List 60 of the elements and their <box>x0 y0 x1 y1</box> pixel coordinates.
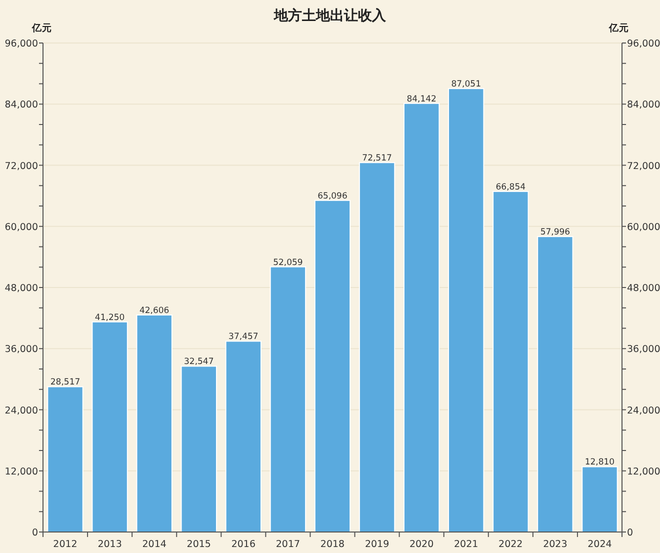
x-tick-label: 2015 <box>186 539 211 550</box>
bar <box>270 266 306 532</box>
y2-axis-title: 亿元 <box>608 22 629 34</box>
data-label: 72,517 <box>362 154 392 164</box>
bar <box>448 88 484 532</box>
bar <box>92 321 128 532</box>
x-tick-label: 2018 <box>320 539 345 550</box>
y-tick-label: 48,000 <box>4 283 38 294</box>
bar <box>582 466 618 532</box>
x-tick-label: 2024 <box>588 539 612 550</box>
x-tick-label: 2014 <box>142 539 166 550</box>
x-tick-label: 2017 <box>276 539 300 550</box>
data-label: 57,996 <box>540 228 570 238</box>
y-tick-label: 12,000 <box>4 466 38 478</box>
chart-title: 地方土地出让收入 <box>273 7 387 24</box>
bar <box>537 236 574 532</box>
y2-tick-label: 96,000 <box>627 38 660 50</box>
bar <box>136 314 172 532</box>
bar <box>492 190 529 532</box>
data-label: 37,457 <box>228 332 258 342</box>
data-label: 28,517 <box>50 378 80 388</box>
data-label: 42,606 <box>139 306 170 316</box>
data-label: 12,810 <box>584 458 615 468</box>
x-tick-label: 2012 <box>53 539 78 550</box>
y-tick-label: 36,000 <box>4 344 38 356</box>
x-tick-label: 2020 <box>409 539 434 550</box>
data-label: 32,547 <box>184 357 214 368</box>
y2-tick-label: 84,000 <box>627 100 660 111</box>
y2-tick-label: 12,000 <box>627 466 660 478</box>
x-tick-label: 2023 <box>543 539 568 550</box>
data-label: 41,250 <box>94 312 125 323</box>
y2-tick-label: 60,000 <box>627 222 660 233</box>
y-tick-label: 72,000 <box>4 160 38 172</box>
data-label: 52,059 <box>273 258 303 268</box>
bar <box>403 102 440 532</box>
y-tick-label: 96,000 <box>4 38 38 50</box>
x-tick-label: 2021 <box>454 539 478 550</box>
y2-tick-label: 24,000 <box>627 405 660 416</box>
x-tick-label: 2016 <box>231 539 256 550</box>
y-axis-title: 亿元 <box>31 22 52 34</box>
x-tick-label: 2013 <box>98 539 122 550</box>
bar <box>358 162 396 532</box>
bar <box>225 340 262 532</box>
bar <box>47 386 84 532</box>
y2-tick-label: 36,000 <box>627 344 660 356</box>
y2-tick-label: 72,000 <box>627 160 660 172</box>
data-label: 65,096 <box>318 191 348 202</box>
y-tick-label: 24,000 <box>4 405 38 416</box>
y2-tick-label: 48,000 <box>627 283 660 294</box>
data-label: 84,142 <box>406 94 436 104</box>
y2-tick-label: 0 <box>627 528 634 538</box>
bar <box>314 200 351 532</box>
x-tick-label: 2019 <box>364 539 390 550</box>
data-label: 87,051 <box>451 80 481 90</box>
data-label: 66,854 <box>496 182 526 192</box>
bar <box>180 366 217 532</box>
y-tick-label: 60,000 <box>4 222 38 233</box>
x-tick-label: 2022 <box>498 539 523 550</box>
y-tick-label: 84,000 <box>4 100 38 111</box>
y-tick-label: 0 <box>32 528 38 538</box>
